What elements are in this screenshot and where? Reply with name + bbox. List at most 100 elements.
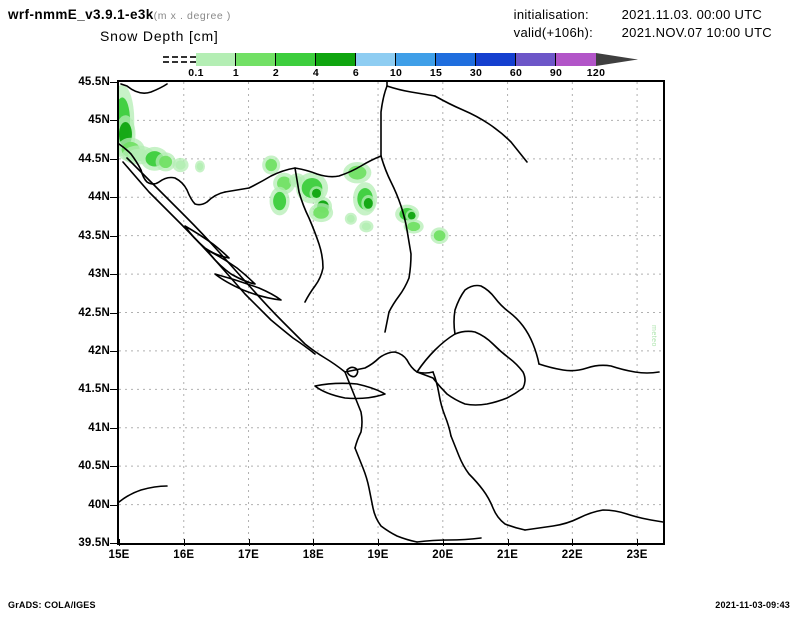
colorbar-swatch-2	[276, 53, 316, 66]
model-units-note: (m x . degree )	[153, 10, 231, 22]
footer-software-credit: GrADS: COLA/IGES	[8, 600, 96, 610]
colorbar-swatches	[196, 53, 596, 66]
snow-patch-8	[265, 158, 278, 172]
lon-label-16E: 16E	[173, 549, 195, 561]
lat-label-40.5N: 40.5N	[78, 460, 110, 473]
border-bosnia-east	[380, 155, 412, 333]
island-lastovo	[314, 382, 386, 400]
colorbar-swatch-6	[356, 53, 396, 66]
island-korcula	[214, 273, 282, 301]
lon-tick-17E	[248, 539, 250, 546]
border-croatia-east	[380, 82, 388, 157]
lon-tick-18E	[313, 539, 315, 546]
colorbar-tick-60: 60	[509, 67, 523, 79]
coastline-dalmatia-inner	[122, 161, 316, 355]
snow-depth-field	[119, 84, 449, 245]
initialisation-row: initialisation: 2021.11.03. 00:00 UTC	[514, 6, 772, 24]
lon-label-21E: 21E	[497, 549, 519, 561]
lat-tick-39.5N	[110, 543, 117, 544]
coastline-albania	[354, 447, 418, 543]
lat-tick-41.5N	[110, 389, 117, 391]
lon-label-20E: 20E	[432, 549, 454, 561]
initialisation-label: initialisation:	[513, 7, 589, 22]
lat-label-43N: 43N	[88, 268, 110, 281]
lat-label-41N: 41N	[88, 421, 110, 434]
snow-patch-6	[175, 160, 186, 170]
colorbar-swatch-10	[396, 53, 436, 66]
lat-tick-43.5N	[110, 235, 117, 237]
bay-of-kotor	[346, 366, 359, 378]
border-macedonia-bulgaria	[524, 509, 663, 531]
model-name: wrf-nmmE_v3.9.1-e3k	[8, 7, 154, 22]
lon-tick-20E	[442, 539, 444, 546]
colorbar-overflow-arrow	[596, 53, 638, 66]
lat-label-41.5N: 41.5N	[78, 383, 110, 396]
footer-timestamp: 2021-11-03-09:43	[715, 600, 790, 610]
island-hvar	[184, 225, 230, 259]
lat-label-40N: 40N	[88, 498, 110, 511]
lat-tick-41N	[110, 427, 117, 429]
lat-label-45N: 45N	[88, 114, 110, 127]
lon-tick-19E	[378, 539, 380, 546]
lat-tick-45.5N	[110, 82, 117, 83]
colorbar-tick-120: 120	[586, 67, 606, 79]
colorbar-swatch-30	[476, 53, 516, 66]
lat-label-42N: 42N	[88, 344, 110, 357]
lat-tick-40N	[110, 504, 117, 506]
lat-label-43.5N: 43.5N	[78, 229, 110, 242]
colorbar-tick-4: 4	[312, 67, 320, 79]
lat-label-44N: 44N	[88, 191, 110, 204]
island-brac	[206, 249, 256, 285]
valid-row: valid(+106h): 2021.NOV.07 10:00 UTC	[514, 24, 772, 42]
snow-patch-15	[313, 206, 329, 219]
model-title: wrf-nmmE_v3.9.1-e3k(m x . degree )	[8, 7, 231, 22]
lon-tick-16E	[183, 539, 185, 546]
colorbar-tick-30: 30	[469, 67, 483, 79]
snow-patch-16	[348, 165, 367, 180]
map-canvas	[119, 82, 663, 543]
lon-label-22E: 22E	[561, 549, 583, 561]
lon-label-15E: 15E	[108, 549, 130, 561]
border-serbia-bulgaria	[538, 363, 660, 374]
snow-patch-23	[407, 221, 421, 232]
snow-patch-22	[407, 211, 416, 220]
snow-patch-7	[196, 162, 204, 171]
colorbar-tick-2: 2	[272, 67, 280, 79]
lat-label-45.5N: 45.5N	[78, 76, 110, 88]
colorbar-tick-15: 15	[429, 67, 443, 79]
map-plot-area	[117, 80, 665, 545]
map-borders	[119, 82, 663, 543]
border-croatia-nw	[119, 143, 226, 206]
colorbar-swatch-90	[556, 53, 596, 66]
lon-tick-23E	[637, 539, 639, 546]
snow-patch-13	[273, 191, 287, 211]
colorbar-legend: 0.1 1 2 4 6 10 15 30 60 90 120	[163, 53, 638, 79]
border-north-slovenia	[120, 83, 168, 94]
lon-label-17E: 17E	[237, 549, 260, 561]
colorbar-tick-0.1: 0.1	[188, 67, 204, 79]
border-albania-macedonia	[450, 435, 526, 531]
colorbar-tick-90: 90	[549, 67, 563, 79]
lon-tick-22E	[572, 539, 574, 546]
lat-label-39.5N: 39.5N	[78, 537, 110, 549]
border-montenegro-west	[344, 371, 363, 449]
lat-tick-44N	[110, 197, 117, 199]
valid-label: valid(+106h):	[513, 25, 594, 40]
valid-value: 2021.NOV.07 10:00 UTC	[621, 25, 772, 40]
snow-patch-20	[361, 222, 371, 231]
snow-patch-12	[311, 188, 322, 199]
map-watermark: meteo	[650, 325, 657, 347]
snow-patch-18	[363, 198, 373, 209]
colorbar-tick-labels: 0.1 1 2 4 6 10 15 30 60 90 120	[163, 66, 633, 80]
border-kosovo	[416, 330, 526, 406]
colorbar-swatch-60	[516, 53, 556, 66]
border-bosnia-west	[294, 167, 324, 303]
run-info: initialisation: 2021.11.03. 00:00 UTC val…	[514, 6, 772, 42]
lat-tick-40.5N	[110, 466, 117, 468]
border-greece-north	[416, 537, 482, 543]
border-montenegro-north	[344, 351, 434, 374]
border-serbia-south	[453, 284, 540, 365]
page-title: Snow Depth [cm]	[100, 28, 219, 44]
coastline-italy	[119, 485, 168, 503]
